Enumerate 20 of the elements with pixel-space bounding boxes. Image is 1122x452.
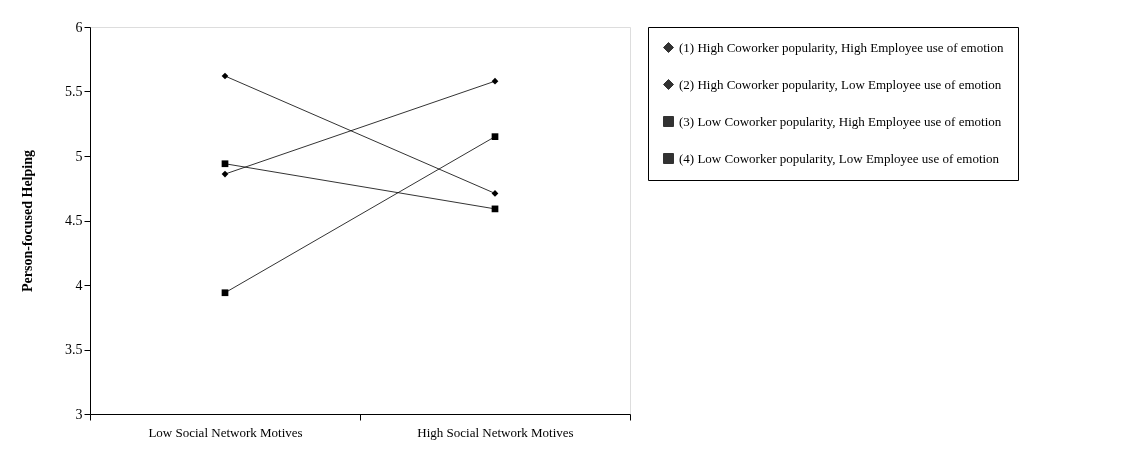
point xyxy=(221,170,229,178)
legend-label: (2) High Coworker popularity, Low Employee use of emotion xyxy=(679,76,1002,92)
legend-label: (1) High Coworker popularity, High Employee use of emotion xyxy=(679,39,1004,55)
y-axis-title: Person-focused Helping xyxy=(20,150,35,292)
x-tick-label: High Social Network Motives xyxy=(417,424,574,440)
y-tick-label: 3.5 xyxy=(65,342,83,357)
y-tick-label: 5.5 xyxy=(65,84,83,99)
point xyxy=(221,160,229,168)
y-tick-label: 3 xyxy=(75,406,83,422)
point xyxy=(491,133,499,140)
point xyxy=(221,72,229,80)
legend-label: (4) Low Coworker popularity, Low Employee use of emotion xyxy=(679,150,1000,166)
y-tick-label: 4.5 xyxy=(65,213,83,228)
legend-label: (3) Low Coworker popularity, High Employee use of emotion xyxy=(679,113,1002,129)
point xyxy=(221,289,229,297)
point xyxy=(491,77,499,85)
y-tick-label: 6 xyxy=(75,19,83,35)
y-tick-label: 4 xyxy=(75,277,83,293)
y-tick-label: 5 xyxy=(75,148,83,164)
x-tick-label: Low Social Network Motives xyxy=(148,424,303,440)
